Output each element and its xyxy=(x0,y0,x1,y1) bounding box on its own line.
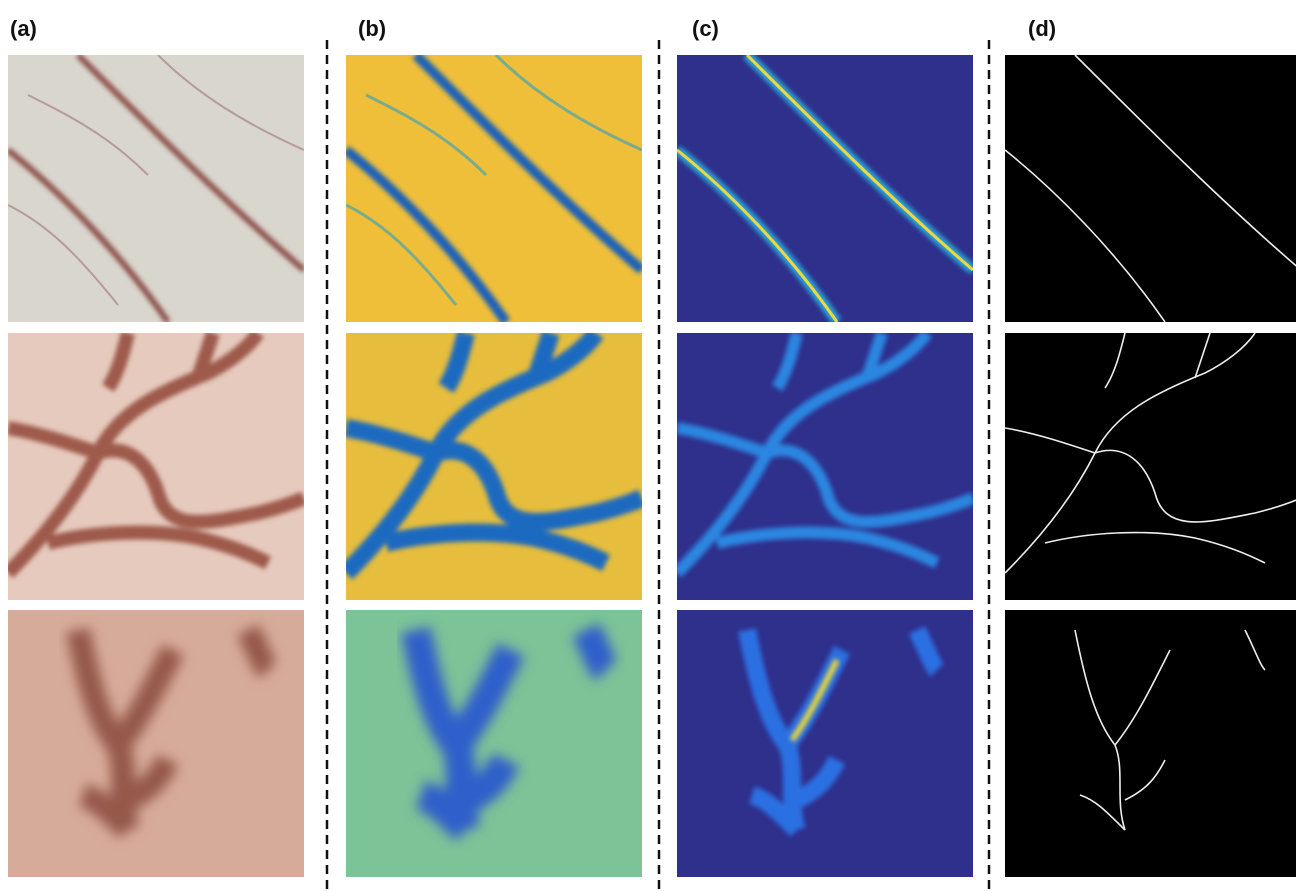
image-panel xyxy=(346,55,642,322)
page: (a) (b) (c) (d) xyxy=(0,0,1296,891)
image-panel xyxy=(677,333,973,600)
panel-label: (d) xyxy=(1028,16,1056,41)
image-panel xyxy=(8,333,304,600)
image-panel xyxy=(677,610,973,877)
image-panel xyxy=(8,610,304,877)
image-panel xyxy=(8,55,304,322)
image-panel xyxy=(346,610,642,877)
image-panel xyxy=(677,55,973,322)
panel-label: (c) xyxy=(692,16,719,41)
panel-label: (b) xyxy=(358,16,386,41)
panel-label: (a) xyxy=(10,16,37,41)
image-panel xyxy=(1005,610,1296,877)
image-panel xyxy=(1005,333,1296,600)
image-panel xyxy=(1005,55,1296,322)
figure: (a) (b) (c) (d) xyxy=(0,0,1296,891)
image-panel xyxy=(346,333,642,600)
